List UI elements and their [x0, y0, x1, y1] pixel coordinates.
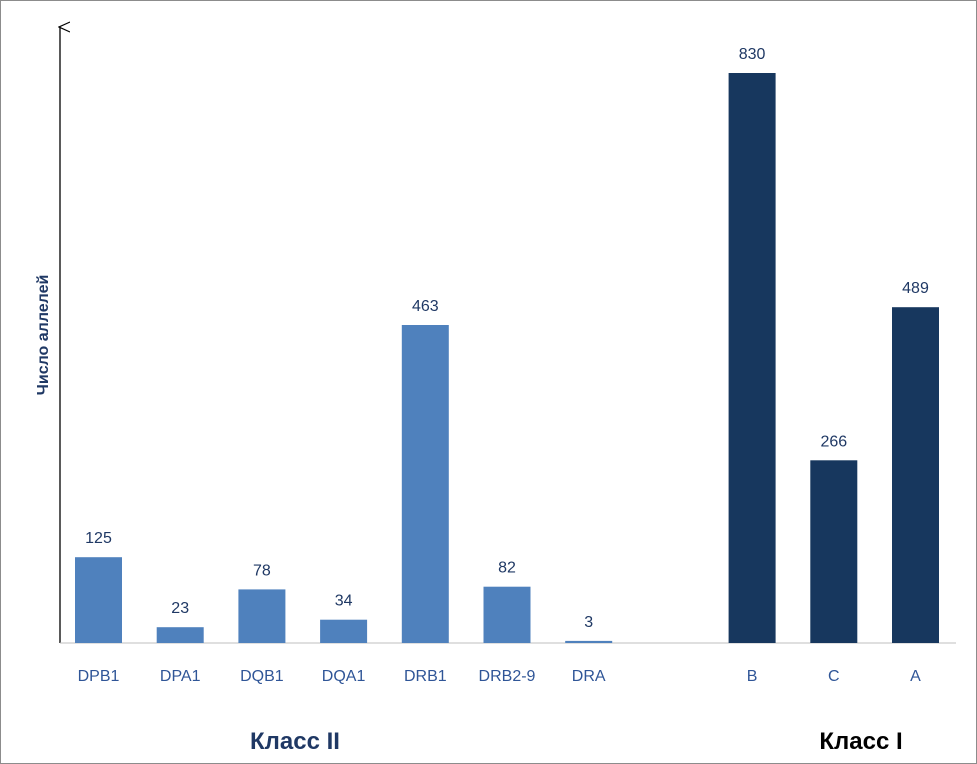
tick-label-dqa1: DQA1 [322, 668, 366, 685]
ticks-layer: DPB1 DPA1 DQB1 DQA1 DRB1 DRB2-9 DRA B C A [78, 668, 922, 685]
data-label-dpa1: 23 [171, 600, 189, 617]
bar-a [892, 307, 939, 643]
tick-label-drb1: DRB1 [404, 668, 447, 685]
group-label-class-i: Класс I [819, 728, 902, 755]
data-label-dpb1: 125 [85, 530, 112, 547]
data-label-drb1: 463 [412, 298, 439, 315]
tick-label-dra: DRA [572, 668, 606, 685]
bar-dpa1 [156, 627, 204, 643]
data-label-drb2-9: 82 [498, 560, 516, 577]
tick-label-dqb1: DQB1 [240, 668, 284, 685]
tick-label-dpa1: DPA1 [160, 668, 201, 685]
tick-label-drb2-9: DRB2-9 [479, 668, 536, 685]
bar-c [810, 460, 858, 643]
y-axis-label: Число аллелей [35, 275, 52, 396]
data-label-a: 489 [902, 280, 929, 297]
tick-label-dpb1: DPB1 [78, 668, 120, 685]
bar-dqb1 [238, 589, 286, 643]
tick-label-c: C [828, 668, 840, 685]
bar-dqa1 [320, 619, 368, 643]
bar-drb2-9 [483, 586, 531, 643]
group-label-class-ii: Класс II [250, 728, 340, 755]
data-label-dqb1: 78 [253, 562, 271, 579]
data-label-b: 830 [739, 46, 766, 63]
bar-dra [565, 640, 613, 643]
tick-label-a: A [910, 668, 921, 685]
bars-layer [75, 73, 939, 643]
bar-drb1 [401, 325, 449, 643]
bar-dpb1 [75, 557, 122, 643]
tick-label-b: B [747, 668, 758, 685]
labels-layer: 125 23 78 34 463 82 3 830 266 489 [85, 46, 929, 631]
data-label-dqa1: 34 [335, 593, 353, 610]
data-label-c: 266 [820, 433, 847, 450]
bar-b [728, 73, 776, 643]
data-label-dra: 3 [584, 614, 593, 631]
